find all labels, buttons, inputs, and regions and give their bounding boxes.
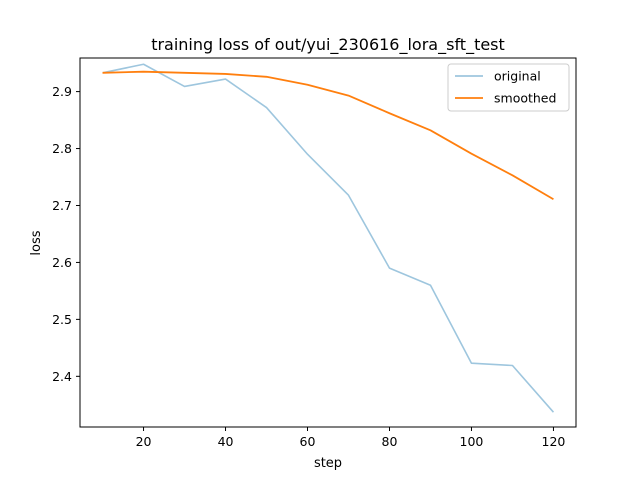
y-tick-label: 2.9 — [52, 84, 72, 99]
legend: original smoothed — [447, 63, 570, 112]
x-tick-label: 40 — [218, 434, 234, 449]
series-line-smoothed — [102, 70, 554, 200]
x-tick-label: 120 — [542, 434, 566, 449]
legend-label-smoothed: smoothed — [494, 91, 556, 106]
y-tick-label: 2.5 — [52, 312, 72, 327]
x-tick-label: 80 — [382, 434, 398, 449]
y-tick-label: 2.8 — [52, 141, 72, 156]
x-tick-label: 60 — [300, 434, 316, 449]
plot-area — [102, 63, 555, 413]
axis-ticks: 20 40 60 80 100 120 2.4 2.5 2.6 2.7 2.8 2.9 — [52, 84, 565, 449]
axes-frame — [79, 57, 577, 428]
x-tick-label: 100 — [460, 434, 484, 449]
y-tick-label: 2.6 — [52, 255, 72, 270]
y-axis-label: loss — [29, 230, 44, 255]
y-tick-label: 2.4 — [52, 369, 72, 384]
series-line-original — [102, 63, 555, 413]
x-axis-label: step — [314, 456, 342, 471]
chart-title: training loss of out/yui_230616_lora_sft… — [151, 35, 505, 55]
x-tick-label: 20 — [136, 434, 152, 449]
legend-label-original: original — [494, 69, 541, 84]
y-tick-label: 2.7 — [52, 198, 72, 213]
